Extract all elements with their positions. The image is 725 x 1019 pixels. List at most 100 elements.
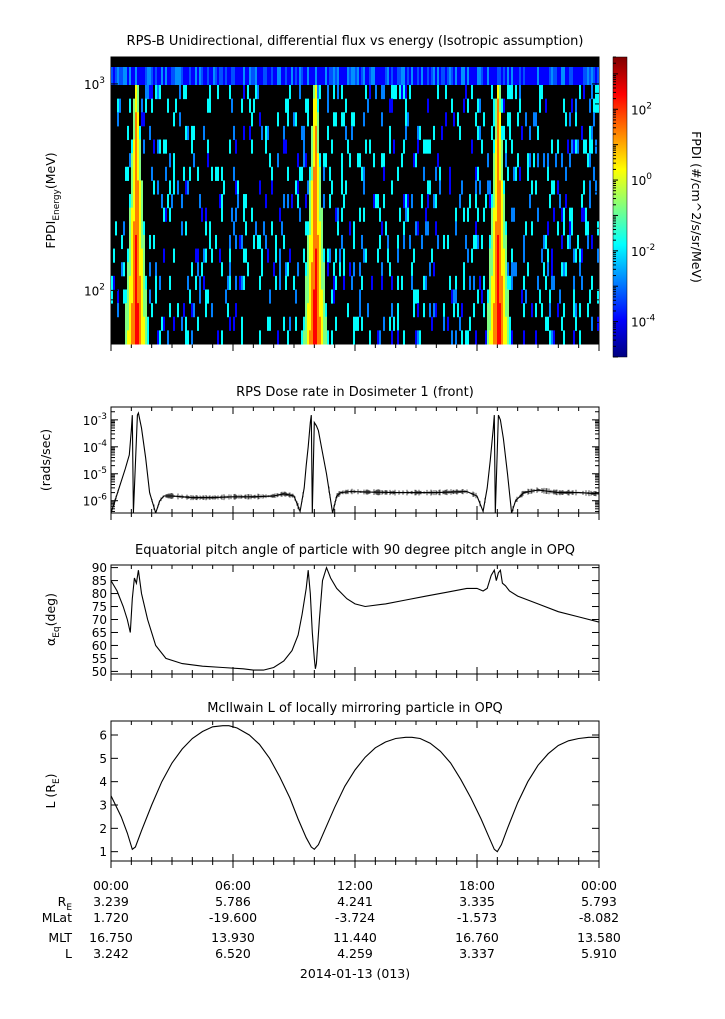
- ephemeris-label: RE: [58, 894, 73, 913]
- spectrogram-cell: [253, 234, 255, 250]
- spectrogram-cell: [537, 125, 539, 141]
- spectrogram-cell: [511, 139, 513, 154]
- spectrogram-cell: [589, 289, 591, 304]
- spectrogram-cell: [503, 67, 505, 85]
- spectrogram-cell: [271, 166, 273, 181]
- spectrogram-cell: [141, 112, 143, 127]
- spectrogram-cell: [505, 316, 507, 331]
- spectrogram-cell: [135, 139, 137, 154]
- spectrogram-cell: [495, 153, 497, 168]
- spectrogram-cell: [185, 180, 187, 195]
- spectrogram-cell: [295, 316, 297, 331]
- spectrogram-cell: [309, 67, 311, 85]
- spectrogram-cell: [273, 262, 275, 277]
- spectrogram-cell: [559, 289, 561, 304]
- spectrogram-cell: [247, 85, 249, 100]
- spectrogram-cell: [447, 67, 449, 85]
- spectrogram-cell: [151, 166, 153, 181]
- spectrogram-cell: [477, 234, 479, 250]
- spectrogram-cell: [313, 166, 315, 181]
- spectrogram-cell: [317, 330, 319, 345]
- spectrogram-cell: [519, 98, 521, 113]
- spectrogram-cell: [351, 112, 353, 127]
- spectrogram-cell: [539, 67, 541, 85]
- spectrogram-cell: [319, 275, 321, 290]
- spectrogram-cell: [581, 125, 583, 141]
- spectrogram-cell: [171, 67, 173, 85]
- spectrogram-cell: [271, 221, 273, 236]
- spectrogram-cell: [321, 207, 323, 222]
- spectrogram-cell: [485, 67, 487, 85]
- spectrogram-cell: [285, 139, 287, 154]
- spectrogram-cell: [591, 125, 593, 141]
- spectrogram-cell: [453, 289, 455, 304]
- spectrogram-cell: [499, 125, 501, 141]
- spectrogram-cell: [561, 316, 563, 331]
- spectrogram-cell: [341, 180, 343, 195]
- spectrogram-cell: [323, 303, 325, 318]
- ephemeris-value: -1.573: [457, 910, 497, 925]
- spectrogram-cell: [141, 248, 143, 263]
- spectrogram-cell: [311, 207, 313, 222]
- spectrogram-cell: [343, 112, 345, 127]
- spectrogram-cell: [377, 248, 379, 263]
- spectrogram-cell: [499, 112, 501, 127]
- spectrogram-cell: [403, 234, 405, 250]
- spectrogram-cell: [335, 207, 337, 222]
- spectrogram-cell: [527, 166, 529, 181]
- spectrogram-cell: [365, 85, 367, 100]
- spectrogram-cell: [205, 207, 207, 222]
- spectrogram-cell: [573, 303, 575, 318]
- spectrogram-cell: [315, 248, 317, 263]
- spectrogram-cell: [203, 67, 205, 85]
- spectrogram-cell: [243, 194, 245, 209]
- spectrogram-cell: [493, 303, 495, 318]
- spectrogram-cell: [503, 275, 505, 290]
- spectrogram-cell: [501, 125, 503, 141]
- x-tick-label: 18:00: [459, 878, 495, 893]
- spectrogram-cell: [473, 303, 475, 318]
- spectrogram-cell: [187, 125, 189, 141]
- spectrogram-cell: [383, 194, 385, 209]
- spectrogram-cell: [363, 248, 365, 263]
- spectrogram-cell: [493, 112, 495, 127]
- spectrogram-cell: [285, 67, 287, 85]
- spectrogram-cell: [129, 194, 131, 209]
- y-tick-label: 50: [92, 665, 107, 679]
- spectrogram-cell: [295, 67, 297, 85]
- spectrogram-cell: [137, 180, 139, 195]
- spectrogram-cell: [453, 112, 455, 127]
- spectrogram-cell: [577, 67, 579, 85]
- y-tick-label: 2: [99, 822, 107, 836]
- spectrogram-cell: [331, 330, 333, 345]
- spectrogram-cell: [307, 221, 309, 236]
- spectrogram-cell: [335, 67, 337, 85]
- spectrogram-cell: [525, 112, 527, 127]
- spectrogram-cell: [403, 221, 405, 236]
- spectrogram-cell: [545, 275, 547, 290]
- spectrogram-cell: [461, 180, 463, 195]
- spectrogram-cell: [597, 316, 599, 331]
- spectrogram-cell: [311, 262, 313, 277]
- spectrogram-cell: [515, 85, 517, 100]
- spectrogram-cell: [353, 221, 355, 236]
- spectrogram-cell: [129, 330, 131, 345]
- panels-layer: RPS-B Unidirectional, differential flux …: [38, 34, 704, 868]
- spectrogram-cell: [289, 316, 291, 331]
- spectrogram-cell: [315, 98, 317, 113]
- spectrogram-cell: [487, 330, 489, 345]
- spectrogram-cell: [263, 221, 265, 236]
- spectrogram-cell: [347, 67, 349, 85]
- spectrogram-cell: [593, 112, 595, 127]
- spectrogram-cell: [565, 194, 567, 209]
- spectrogram-cell: [121, 67, 123, 85]
- spectrogram-cell: [283, 194, 285, 209]
- spectrogram-cell: [389, 262, 391, 277]
- spectrogram-cell: [573, 67, 575, 85]
- spectrogram-cell: [501, 180, 503, 195]
- spectrogram-cell: [129, 262, 131, 277]
- spectrogram-cell: [503, 316, 505, 331]
- spectrogram-cell: [539, 85, 541, 100]
- spectrogram-cell: [459, 67, 461, 85]
- spectrogram-cell: [199, 275, 201, 290]
